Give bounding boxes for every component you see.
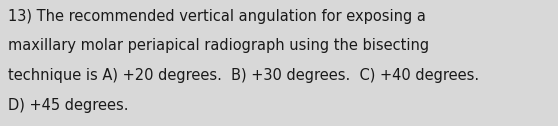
Text: maxillary molar periapical radiograph using the bisecting: maxillary molar periapical radiograph us… (8, 38, 430, 53)
Text: technique is A) +20 degrees.  B) +30 degrees.  C) +40 degrees.: technique is A) +20 degrees. B) +30 degr… (8, 68, 479, 83)
Text: 13) The recommended vertical angulation for exposing a: 13) The recommended vertical angulation … (8, 9, 426, 24)
Text: D) +45 degrees.: D) +45 degrees. (8, 98, 129, 113)
